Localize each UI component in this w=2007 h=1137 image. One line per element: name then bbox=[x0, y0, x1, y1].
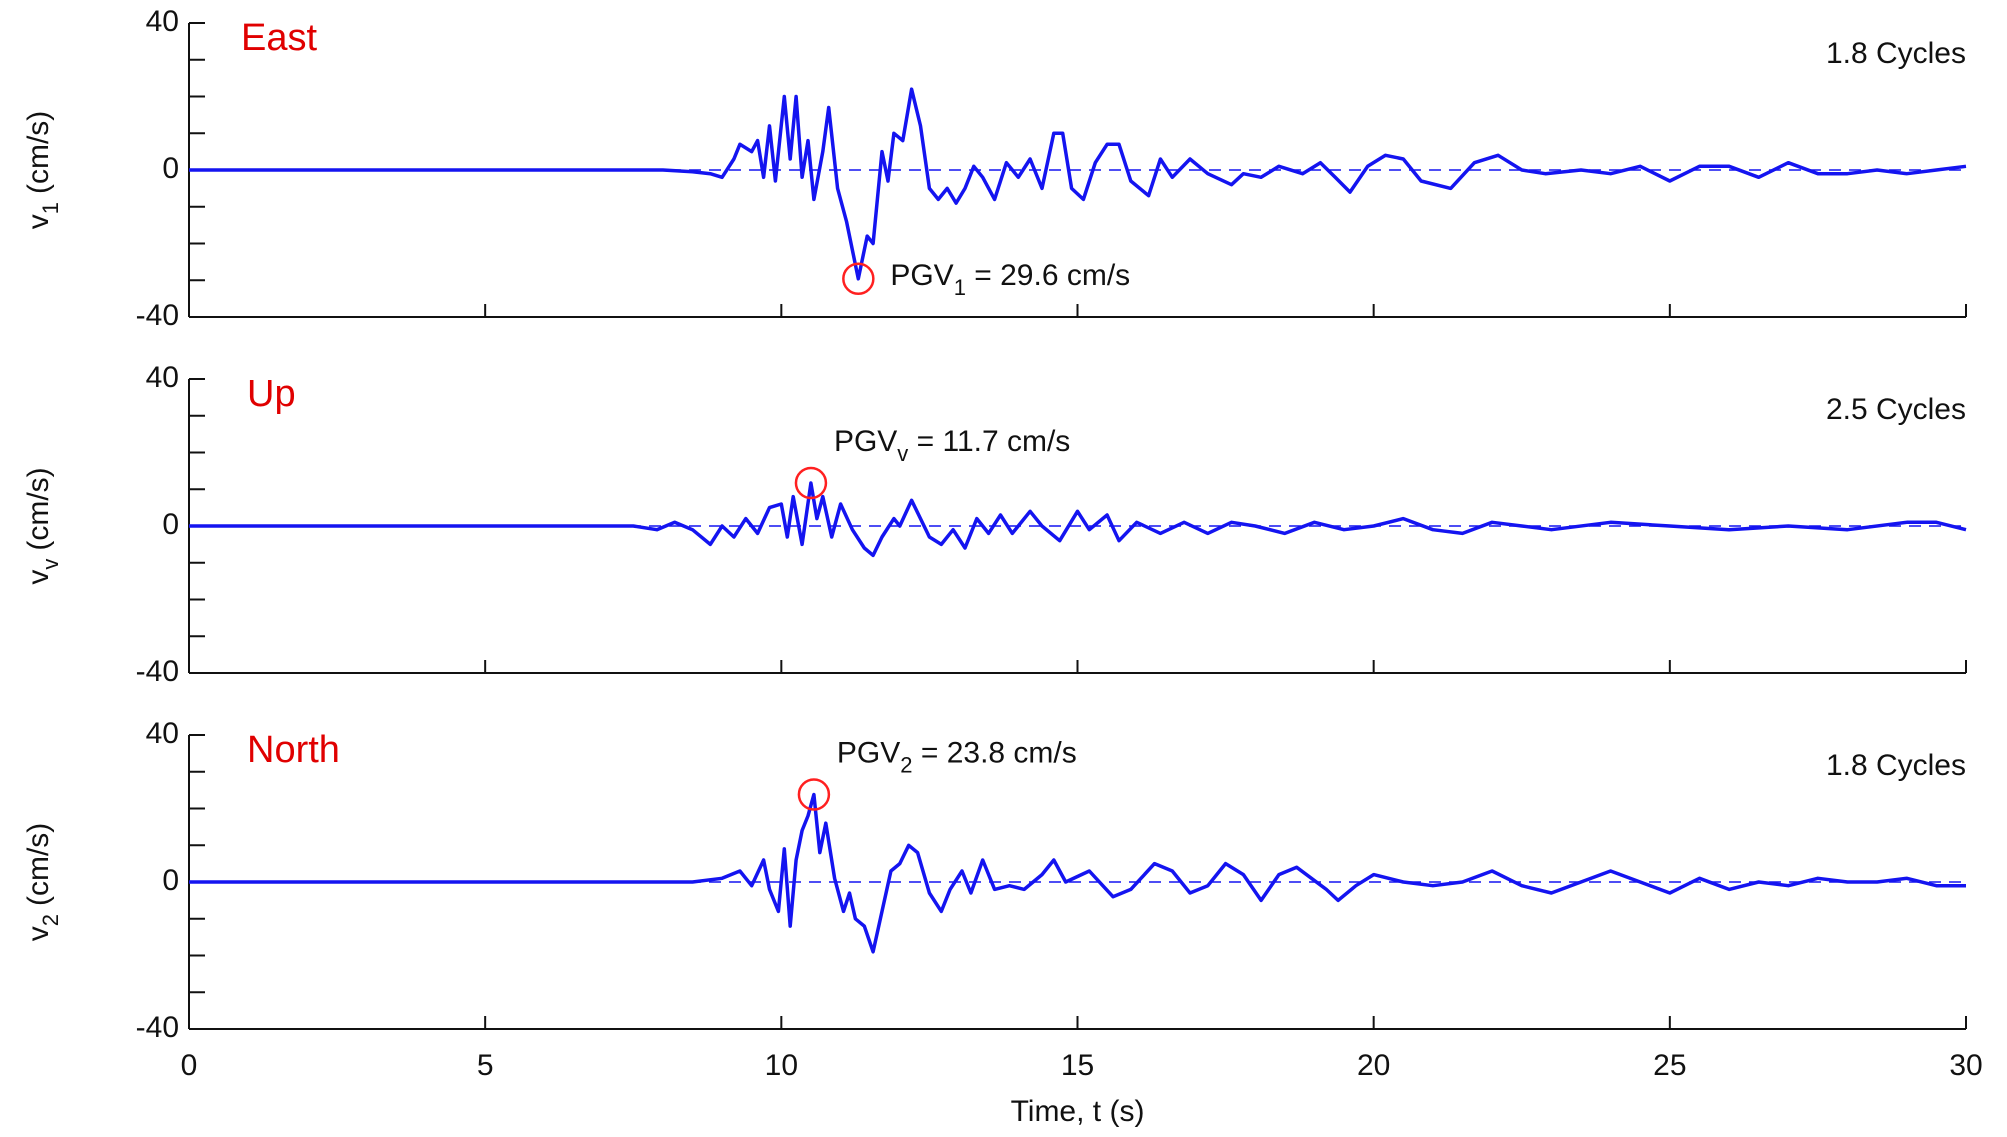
pgv-annotation: PGV1 = 29.6 cm/s bbox=[890, 259, 1130, 300]
pgv-sub: 1 bbox=[954, 275, 966, 300]
pgv-value: = 23.8 cm/s bbox=[913, 736, 1077, 769]
y-label-symbol: v bbox=[22, 214, 55, 229]
y-axis-label: vv (cm/s) bbox=[22, 467, 63, 584]
pgv-value: = 11.7 cm/s bbox=[908, 425, 1070, 458]
pgv-symbol: PGV bbox=[837, 736, 900, 769]
y-tick-label: 0 bbox=[162, 864, 179, 897]
y-tick-label: 40 bbox=[146, 717, 179, 750]
pgv-annotation: PGVv = 11.7 cm/s bbox=[834, 425, 1070, 466]
x-tick-label: 30 bbox=[1949, 1049, 1982, 1082]
data-line bbox=[189, 87, 1967, 281]
cycles-label: 1.8 Cycles bbox=[1826, 37, 1966, 70]
y-tick-label: 40 bbox=[146, 361, 179, 394]
y-label-unit: (cm/s) bbox=[22, 823, 55, 906]
y-tick-label: -40 bbox=[136, 1011, 179, 1044]
peak-marker bbox=[794, 466, 828, 500]
pgv-annotation: PGV2 = 23.8 cm/s bbox=[837, 736, 1077, 777]
component-label: East bbox=[241, 17, 317, 59]
data-line bbox=[189, 792, 1966, 954]
x-tick-label: 0 bbox=[181, 1049, 198, 1082]
y-label-unit: (cm/s) bbox=[22, 111, 55, 194]
data-line bbox=[189, 481, 1967, 558]
component-label: Up bbox=[247, 373, 296, 415]
pgv-symbol: PGV bbox=[834, 425, 897, 458]
y-label-sub: v bbox=[38, 559, 63, 570]
pgv-symbol: PGV bbox=[890, 259, 953, 292]
cycles-label: 1.8 Cycles bbox=[1826, 749, 1966, 782]
y-tick-label: 0 bbox=[162, 508, 179, 541]
x-axis-label: Time, t (s) bbox=[1011, 1095, 1145, 1128]
y-label-sub: 1 bbox=[38, 202, 63, 214]
y-axis-label: v1 (cm/s) bbox=[22, 111, 63, 230]
x-tick-label: 10 bbox=[765, 1049, 798, 1082]
y-axis-label: v2 (cm/s) bbox=[22, 823, 63, 942]
peak-marker bbox=[842, 262, 875, 296]
y-tick-label: 0 bbox=[162, 152, 179, 185]
y-tick-label: -40 bbox=[136, 655, 179, 688]
x-tick-label: 20 bbox=[1357, 1049, 1390, 1082]
cycles-label: 2.5 Cycles bbox=[1826, 393, 1966, 426]
x-tick-label: 15 bbox=[1061, 1049, 1094, 1082]
y-label-sub: 2 bbox=[38, 914, 63, 926]
x-tick-label: 25 bbox=[1653, 1049, 1686, 1082]
component-label: North bbox=[247, 729, 340, 771]
pgv-sub: 2 bbox=[900, 753, 912, 778]
y-label-unit: (cm/s) bbox=[22, 467, 55, 550]
pgv-value: = 29.6 cm/s bbox=[966, 259, 1130, 292]
y-label-symbol: v bbox=[22, 926, 55, 941]
pgv-sub: v bbox=[897, 441, 908, 466]
y-tick-label: 40 bbox=[146, 5, 179, 38]
y-label-symbol: v bbox=[22, 570, 55, 585]
x-tick-label: 5 bbox=[477, 1049, 494, 1082]
y-tick-label: -40 bbox=[136, 299, 179, 332]
peak-marker bbox=[797, 778, 831, 811]
